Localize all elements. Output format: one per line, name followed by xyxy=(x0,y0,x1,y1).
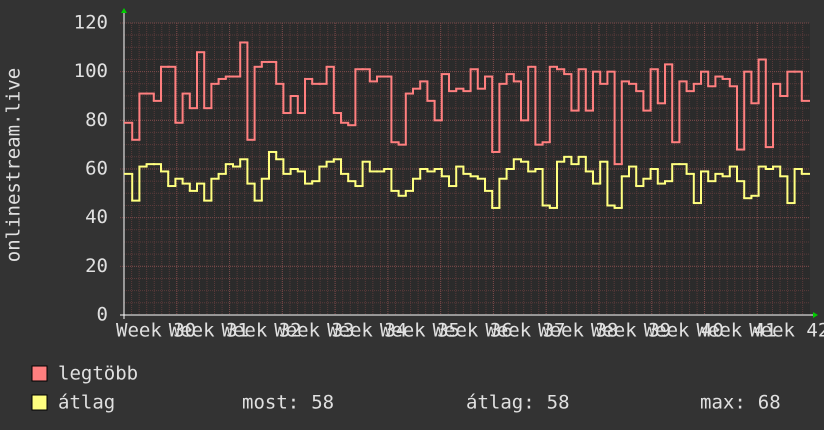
y-tick-label: 120 xyxy=(74,12,108,34)
legend-label: átlag xyxy=(58,392,115,414)
y-axis-title: onlinestream.live xyxy=(3,68,25,262)
stat-label: max: xyxy=(700,392,746,414)
y-tick-label: 60 xyxy=(85,158,108,180)
y-tick-label: 40 xyxy=(85,206,108,228)
x-tick-label: Week 33 xyxy=(274,320,354,342)
x-tick-label: Week 41 xyxy=(696,320,776,342)
x-tick-label: Week 40 xyxy=(644,320,724,342)
stat-value: 58 xyxy=(311,392,334,414)
x-tick-label: Week 34 xyxy=(327,320,407,342)
stat-label: átlag: xyxy=(466,392,535,414)
x-tick-label: Week 37 xyxy=(485,320,565,342)
legend-swatch xyxy=(31,394,48,411)
y-tick-label: 100 xyxy=(74,60,108,82)
stat-value: 58 xyxy=(547,392,570,414)
legend-swatch xyxy=(31,365,48,382)
y-tick-label: 0 xyxy=(97,304,108,326)
legend-label: legtöbb xyxy=(58,363,138,385)
x-tick-label: Week 30 xyxy=(116,320,196,342)
x-tick-label: Week 32 xyxy=(222,320,302,342)
arrow xyxy=(121,8,127,13)
x-tick-label: Week 38 xyxy=(538,320,618,342)
arrow xyxy=(813,312,818,318)
x-tick-label: Week 36 xyxy=(433,320,513,342)
stat-value: 68 xyxy=(758,392,781,414)
y-tick-label: 80 xyxy=(85,109,108,131)
x-tick-label: Week 39 xyxy=(591,320,671,342)
stat-label: most: xyxy=(242,392,299,414)
x-tick-label: Week 42 xyxy=(749,320,824,342)
y-tick-label: 20 xyxy=(85,255,108,277)
x-tick-label: Week 31 xyxy=(169,320,249,342)
x-tick-label: Week 35 xyxy=(380,320,460,342)
